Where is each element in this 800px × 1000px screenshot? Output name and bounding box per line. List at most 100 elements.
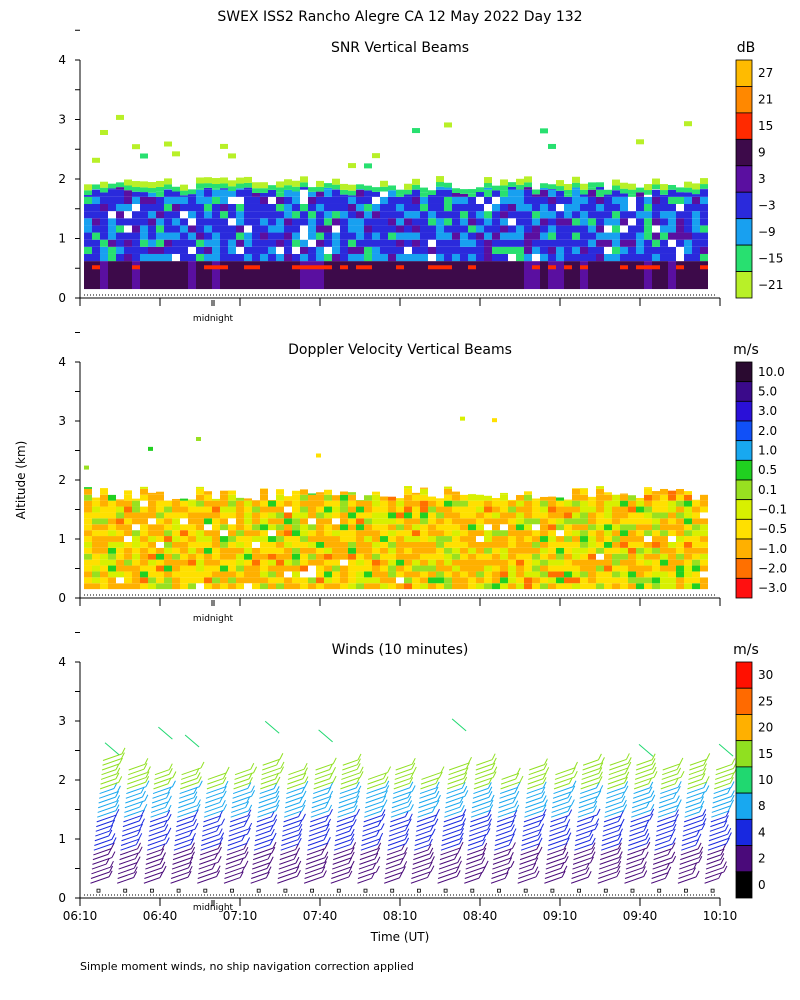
snr-cell [532, 203, 540, 212]
wind-barb [407, 795, 412, 803]
snr-cell [532, 253, 540, 262]
wind-barb [440, 766, 445, 773]
wind-barb [493, 766, 498, 773]
wind-barb [203, 815, 220, 823]
velocity-cell [444, 500, 452, 507]
snr-cell [148, 246, 156, 254]
snr-cell [516, 196, 524, 204]
velocity-cell [292, 547, 300, 554]
snr-cell [324, 225, 332, 233]
wind-barb [544, 871, 565, 880]
wind-barb [518, 863, 536, 870]
velocity-cell [508, 547, 516, 554]
snr-cell [92, 157, 100, 163]
velocity-cell [348, 547, 356, 554]
wind-barb [466, 858, 482, 865]
velocity-cell [100, 524, 108, 531]
snr-cell [276, 192, 284, 197]
velocity-cell [452, 565, 460, 572]
wind-barb [451, 718, 467, 732]
wind-barb [541, 791, 546, 798]
velocity-cell [180, 524, 188, 531]
snr-cell [92, 246, 100, 254]
snr-cell [260, 211, 268, 219]
velocity-cell [500, 565, 508, 572]
velocity-cell [500, 518, 508, 525]
wind-barb [510, 819, 515, 827]
snr-cell [172, 211, 180, 219]
velocity-cell [340, 541, 348, 548]
velocity-cell [252, 518, 260, 525]
snr-cell [588, 196, 596, 204]
wind-barb [275, 795, 280, 802]
snr-cell [476, 225, 484, 233]
snr-cell [340, 246, 348, 254]
wind-barb [515, 790, 520, 798]
velocity-cell [428, 541, 436, 548]
wind-barb [446, 791, 464, 799]
velocity-cell [180, 512, 188, 519]
snr-cell [652, 189, 660, 197]
wind-barb [436, 808, 440, 816]
wind-barb [298, 828, 303, 835]
wind-barb [492, 757, 497, 765]
wind-barb [527, 782, 544, 790]
wind-barb [707, 849, 724, 856]
velocity-cell [364, 495, 372, 501]
y-tick-label: 2 [58, 473, 66, 487]
wind-barb [660, 783, 676, 790]
snr-cell [612, 179, 620, 186]
velocity-cell [132, 583, 140, 590]
wind-barb [124, 806, 140, 813]
snr-cell [324, 196, 332, 204]
velocity-cell [660, 583, 668, 590]
snr-cell [420, 246, 428, 254]
velocity-cell [484, 565, 492, 572]
snr-cell [652, 211, 660, 219]
velocity-cell [324, 583, 332, 590]
snr-cell [468, 193, 476, 197]
snr-cell [284, 211, 292, 219]
snr-cell [524, 239, 532, 247]
velocity-cell [92, 571, 100, 578]
snr-cell [460, 261, 468, 290]
snr-cell [588, 182, 596, 188]
snr-cell [116, 211, 124, 219]
colorbar-label: 0.5 [758, 463, 777, 477]
snr-cell [420, 239, 428, 247]
velocity-cell [212, 498, 220, 501]
velocity-cell [684, 559, 692, 566]
snr-cell [420, 211, 428, 219]
velocity-cell [340, 577, 348, 584]
wind-barb [564, 824, 569, 831]
velocity-cell [420, 553, 428, 560]
wind-barb [218, 846, 222, 854]
wind-barb [706, 858, 721, 865]
snr-cell [388, 225, 396, 233]
snr-cell [636, 192, 644, 197]
wind-barb [304, 866, 324, 875]
velocity-cell [308, 512, 316, 519]
wind-barb [360, 848, 378, 856]
snr-cell [388, 211, 396, 219]
velocity-cell [308, 565, 316, 572]
velocity-cell [84, 465, 89, 470]
wind-barb [459, 832, 464, 840]
wind-barb [572, 862, 591, 870]
wind-barb [571, 868, 587, 875]
velocity-cell [140, 518, 148, 525]
wind-barb [191, 851, 195, 858]
velocity-cell [204, 506, 212, 513]
velocity-cell [396, 565, 404, 572]
snr-cell [452, 218, 460, 226]
wind-barb [329, 790, 334, 798]
wind-barb [572, 780, 577, 787]
wind-barb [272, 841, 277, 849]
velocity-cell [436, 583, 444, 590]
snr-cell [604, 196, 612, 204]
wind-barb [384, 776, 389, 783]
velocity-cell [684, 512, 692, 519]
snr-cell [324, 189, 332, 197]
velocity-cell [628, 547, 636, 554]
velocity-cell [148, 524, 156, 531]
